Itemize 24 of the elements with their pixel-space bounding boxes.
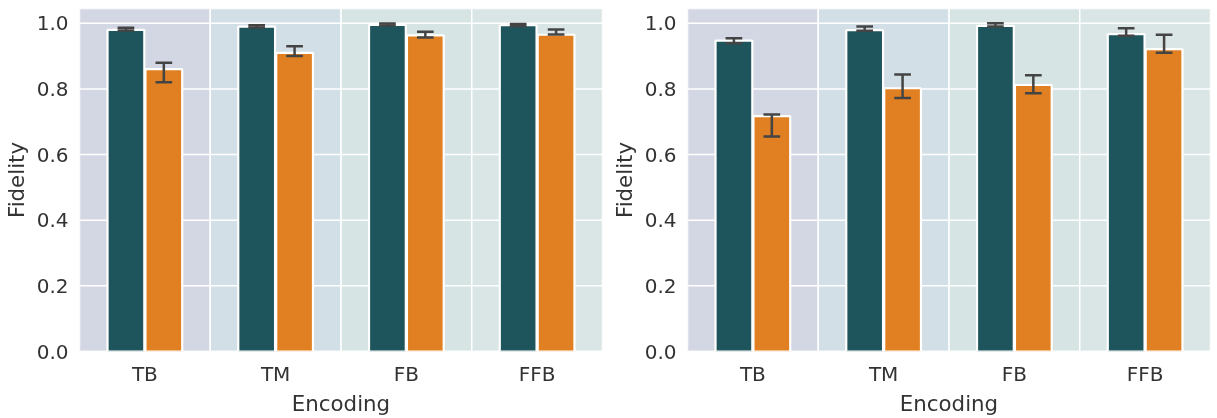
y-tick-label: 0.8 [36, 76, 69, 101]
y-tick-label: 0.2 [36, 273, 69, 298]
y-tick-label: 0.6 [644, 142, 677, 167]
y-tick-label: 1.0 [36, 11, 69, 36]
y-tick-label: 0.8 [644, 76, 677, 101]
x-axis-title: Encoding [899, 390, 999, 416]
x-tick-label: TM [867, 361, 899, 386]
y-axis-title: Fidelity [611, 141, 637, 219]
x-tick-label: TM [259, 361, 291, 386]
y-tick-label: 0.0 [644, 339, 677, 364]
x-tick-label: FFB [518, 361, 556, 386]
x-tick-label: TB [738, 361, 766, 386]
y-axis-title: Fidelity [3, 141, 29, 219]
y-tick-label: 0.6 [36, 142, 69, 167]
y-tick-label: 1.0 [644, 11, 677, 36]
x-tick-label: FB [1001, 361, 1027, 386]
y-tick-label: 0.4 [644, 208, 677, 233]
x-axis-title: Encoding [291, 390, 391, 416]
y-tick-label: 0.0 [36, 339, 69, 364]
x-tick-label: TB [130, 361, 158, 386]
y-tick-label: 0.4 [36, 208, 69, 233]
x-tick-label: FFB [1126, 361, 1164, 386]
x-tick-label: FB [393, 361, 419, 386]
y-tick-label: 0.2 [644, 273, 677, 298]
